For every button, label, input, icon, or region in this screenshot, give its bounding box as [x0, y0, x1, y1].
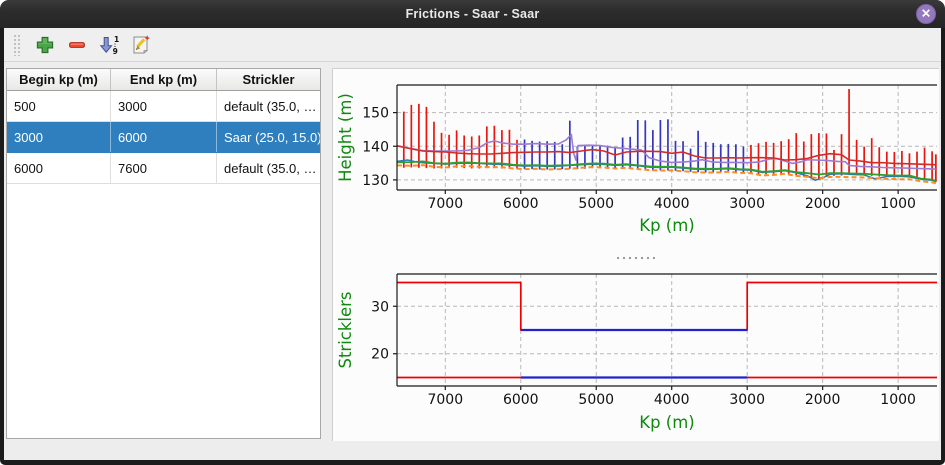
add-button[interactable] — [31, 31, 59, 59]
svg-text:1000: 1000 — [880, 392, 916, 408]
table-cell: 500 — [7, 91, 111, 121]
table-cell: default (35.0, … — [224, 160, 317, 176]
svg-text:7000: 7000 — [427, 392, 463, 408]
svg-text:2000: 2000 — [805, 196, 841, 212]
table-cell: 3000 — [111, 91, 217, 121]
remove-button[interactable] — [63, 31, 91, 59]
table-row[interactable]: 3000 6000 Saar (25.0, 15.0) — [7, 122, 320, 153]
height-chart-svg: 130 140 150 7000 6000 5000 4000 3000 2000 1000 Kp … — [336, 84, 937, 235]
column-header[interactable]: Strickler — [242, 72, 295, 87]
table-cell: Saar (25.0, 15.0) — [224, 129, 320, 145]
toolbar: 1 9 — [4, 28, 941, 62]
sort-1-9-icon: 1 9 — [99, 35, 119, 55]
table-body: 500 3000 default (35.0, … 3000 6000 Saar (25.… — [7, 91, 320, 184]
svg-text:5000: 5000 — [578, 196, 614, 212]
stricklers-chart-svg: 20 30 7000 6000 5000 4000 3000 2000 1000 Kp (m) St… — [336, 273, 937, 432]
svg-text:5000: 5000 — [578, 392, 614, 408]
svg-text:4000: 4000 — [654, 392, 690, 408]
svg-text:30: 30 — [371, 299, 389, 315]
svg-text:1000: 1000 — [880, 196, 916, 212]
plus-icon — [36, 36, 54, 53]
height-chart: 130 140 150 7000 6000 5000 4000 3000 2000 1000 Kp … — [333, 69, 939, 254]
svg-text:Height (m): Height (m) — [336, 93, 355, 182]
table-cell: 7600 — [111, 153, 217, 183]
table-row[interactable]: 6000 7600 default (35.0, … — [7, 153, 320, 184]
table-cell: default (35.0, … — [224, 98, 317, 114]
sort-button[interactable]: 1 9 — [95, 31, 123, 59]
table-cell: 3000 — [7, 122, 111, 152]
svg-text:1: 1 — [114, 35, 119, 44]
window-title: Frictions - Saar - Saar — [405, 7, 540, 21]
splitter-dots-icon — [617, 256, 655, 260]
charts-splitter[interactable] — [333, 254, 939, 262]
svg-text:Stricklers: Stricklers — [336, 291, 355, 368]
stricklers-chart: 20 30 7000 6000 5000 4000 3000 2000 1000 Kp (m) St… — [333, 262, 939, 440]
svg-text:2000: 2000 — [805, 392, 841, 408]
table-cell: 6000 — [7, 153, 111, 183]
edit-button[interactable] — [127, 31, 155, 59]
edit-pencil-icon — [133, 34, 151, 54]
frictions-table: Begin kp (m) End kp (m) Strickler 500 3000 d… — [6, 68, 321, 439]
table-header-row: Begin kp (m) End kp (m) Strickler — [7, 69, 320, 91]
svg-text:6000: 6000 — [503, 392, 539, 408]
svg-text:150: 150 — [362, 106, 389, 122]
titlebar[interactable]: Frictions - Saar - Saar ✕ — [0, 0, 945, 28]
svg-text:Kp (m): Kp (m) — [639, 413, 695, 432]
svg-text:130: 130 — [362, 173, 389, 189]
minus-icon — [69, 41, 85, 48]
svg-text:6000: 6000 — [503, 196, 539, 212]
svg-text:20: 20 — [371, 347, 389, 363]
svg-text:9: 9 — [113, 47, 118, 55]
main-area: Begin kp (m) End kp (m) Strickler 500 3000 d… — [4, 62, 941, 441]
svg-text:140: 140 — [362, 139, 389, 155]
toolbar-drag-handle[interactable] — [13, 33, 21, 56]
svg-text:3000: 3000 — [729, 392, 765, 408]
column-header[interactable]: End kp (m) — [111, 69, 217, 90]
charts-panel: 130 140 150 7000 6000 5000 4000 3000 2000 1000 Kp … — [332, 68, 939, 441]
close-icon: ✕ — [920, 6, 932, 21]
table-cell: 6000 — [111, 122, 217, 152]
svg-text:7000: 7000 — [427, 196, 463, 212]
svg-text:3000: 3000 — [729, 196, 765, 212]
table-row[interactable]: 500 3000 default (35.0, … — [7, 91, 320, 122]
column-header[interactable]: Begin kp (m) — [7, 69, 111, 90]
svg-text:Kp (m): Kp (m) — [639, 216, 695, 235]
close-button[interactable]: ✕ — [916, 4, 936, 24]
statusbar — [4, 441, 941, 460]
svg-text:4000: 4000 — [654, 196, 690, 212]
